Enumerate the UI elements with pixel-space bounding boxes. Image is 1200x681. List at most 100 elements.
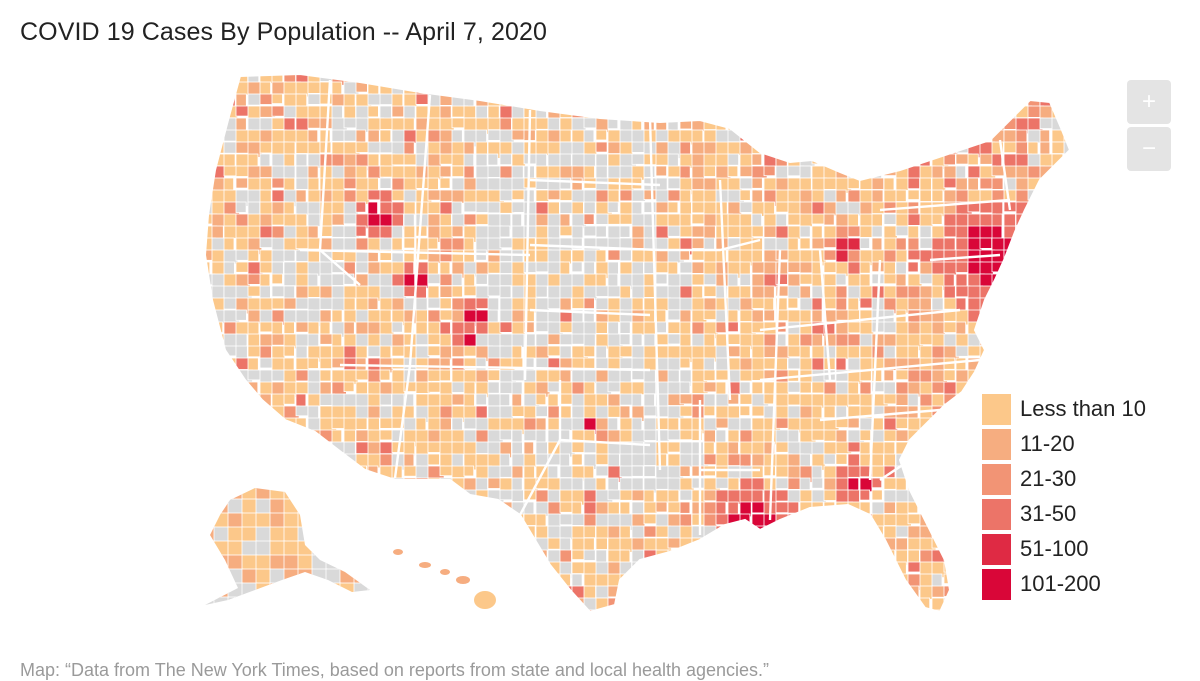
county-shape[interactable] bbox=[353, 540, 370, 557]
county-shape[interactable] bbox=[271, 117, 286, 130]
county-shape[interactable] bbox=[751, 597, 764, 613]
county-shape[interactable] bbox=[1003, 297, 1016, 314]
county-shape[interactable] bbox=[583, 561, 598, 576]
county-shape[interactable] bbox=[367, 477, 386, 491]
county-shape[interactable] bbox=[1051, 225, 1065, 241]
county-shape[interactable] bbox=[1063, 225, 1081, 239]
county-shape[interactable] bbox=[200, 417, 216, 431]
county-shape[interactable] bbox=[847, 249, 862, 264]
county-shape[interactable] bbox=[763, 117, 780, 129]
county-shape[interactable] bbox=[269, 596, 286, 612]
county-shape[interactable] bbox=[979, 597, 991, 614]
county-shape[interactable] bbox=[367, 596, 383, 612]
county-shape[interactable] bbox=[227, 540, 244, 557]
county-shape[interactable] bbox=[487, 561, 503, 580]
county-shape[interactable] bbox=[1039, 369, 1055, 386]
county-shape[interactable] bbox=[979, 105, 994, 117]
county-shape[interactable] bbox=[739, 405, 751, 417]
county-shape[interactable] bbox=[307, 333, 320, 348]
county-shape[interactable] bbox=[1027, 297, 1044, 315]
county-shape[interactable] bbox=[967, 453, 984, 468]
county-shape[interactable] bbox=[307, 213, 321, 227]
county-shape[interactable] bbox=[1063, 117, 1080, 135]
county-shape[interactable] bbox=[487, 573, 504, 585]
county-shape[interactable] bbox=[667, 585, 681, 598]
county-shape[interactable] bbox=[1063, 70, 1074, 86]
county-shape[interactable] bbox=[331, 609, 349, 625]
county-shape[interactable] bbox=[523, 597, 536, 611]
county-shape[interactable] bbox=[427, 537, 442, 549]
county-shape[interactable] bbox=[859, 561, 877, 576]
county-shape[interactable] bbox=[427, 453, 440, 466]
county-shape[interactable] bbox=[1003, 93, 1015, 110]
county-shape[interactable] bbox=[691, 501, 705, 516]
county-shape[interactable] bbox=[535, 429, 547, 444]
county-shape[interactable] bbox=[379, 585, 396, 597]
county-shape[interactable] bbox=[667, 597, 685, 609]
county-shape[interactable] bbox=[943, 237, 956, 252]
county-shape[interactable] bbox=[775, 249, 789, 261]
county-shape[interactable] bbox=[403, 537, 416, 553]
county-shape[interactable] bbox=[823, 597, 840, 609]
county-shape[interactable] bbox=[655, 573, 667, 586]
county-shape[interactable] bbox=[811, 237, 825, 250]
county-shape[interactable] bbox=[391, 189, 405, 202]
county-shape[interactable] bbox=[679, 70, 697, 84]
county-shape[interactable] bbox=[847, 537, 861, 550]
county-shape[interactable] bbox=[403, 549, 416, 567]
county-shape[interactable] bbox=[331, 297, 346, 311]
county-shape[interactable] bbox=[1039, 213, 1053, 229]
county-shape[interactable] bbox=[835, 525, 850, 538]
county-shape[interactable] bbox=[200, 129, 215, 148]
county-shape[interactable] bbox=[907, 70, 926, 84]
county-shape[interactable] bbox=[235, 177, 249, 189]
county-shape[interactable] bbox=[1039, 70, 1051, 83]
county-shape[interactable] bbox=[883, 609, 901, 625]
county-shape[interactable] bbox=[643, 81, 661, 97]
county-shape[interactable] bbox=[475, 537, 488, 552]
county-shape[interactable] bbox=[259, 429, 277, 442]
county-shape[interactable] bbox=[1039, 81, 1053, 98]
county-shape[interactable] bbox=[859, 237, 871, 249]
county-shape[interactable] bbox=[979, 70, 997, 82]
county-shape[interactable] bbox=[655, 585, 670, 602]
county-shape[interactable] bbox=[511, 70, 523, 81]
county-shape[interactable] bbox=[763, 129, 779, 147]
county-shape[interactable] bbox=[895, 70, 911, 83]
hawaii-island[interactable] bbox=[474, 591, 496, 609]
county-shape[interactable] bbox=[283, 297, 298, 310]
county-shape[interactable] bbox=[259, 417, 273, 435]
county-shape[interactable] bbox=[1015, 249, 1031, 261]
county-shape[interactable] bbox=[595, 549, 608, 564]
county-shape[interactable] bbox=[835, 465, 849, 479]
county-shape[interactable] bbox=[847, 513, 865, 528]
county-shape[interactable] bbox=[871, 549, 885, 567]
county-shape[interactable] bbox=[379, 609, 391, 620]
county-shape[interactable] bbox=[1015, 237, 1032, 252]
county-shape[interactable] bbox=[255, 512, 272, 529]
county-shape[interactable] bbox=[679, 609, 696, 624]
county-shape[interactable] bbox=[475, 573, 488, 587]
county-shape[interactable] bbox=[269, 498, 286, 515]
county-shape[interactable] bbox=[295, 297, 309, 310]
county-shape[interactable] bbox=[967, 117, 980, 131]
county-shape[interactable] bbox=[811, 141, 823, 153]
county-shape[interactable] bbox=[475, 153, 488, 167]
county-shape[interactable] bbox=[607, 153, 621, 168]
county-shape[interactable] bbox=[200, 117, 214, 131]
county-shape[interactable] bbox=[967, 417, 984, 434]
county-shape[interactable] bbox=[403, 489, 420, 505]
county-shape[interactable] bbox=[691, 477, 706, 489]
county-shape[interactable] bbox=[235, 249, 249, 261]
county-shape[interactable] bbox=[931, 321, 946, 336]
county-shape[interactable] bbox=[241, 498, 258, 515]
county-shape[interactable] bbox=[715, 417, 731, 429]
county-shape[interactable] bbox=[835, 141, 850, 157]
county-shape[interactable] bbox=[283, 597, 298, 610]
county-shape[interactable] bbox=[703, 93, 721, 108]
county-shape[interactable] bbox=[339, 540, 356, 557]
county-shape[interactable] bbox=[535, 70, 552, 88]
county-shape[interactable] bbox=[1003, 369, 1019, 387]
county-shape[interactable] bbox=[1039, 297, 1056, 313]
county-shape[interactable] bbox=[439, 213, 452, 227]
